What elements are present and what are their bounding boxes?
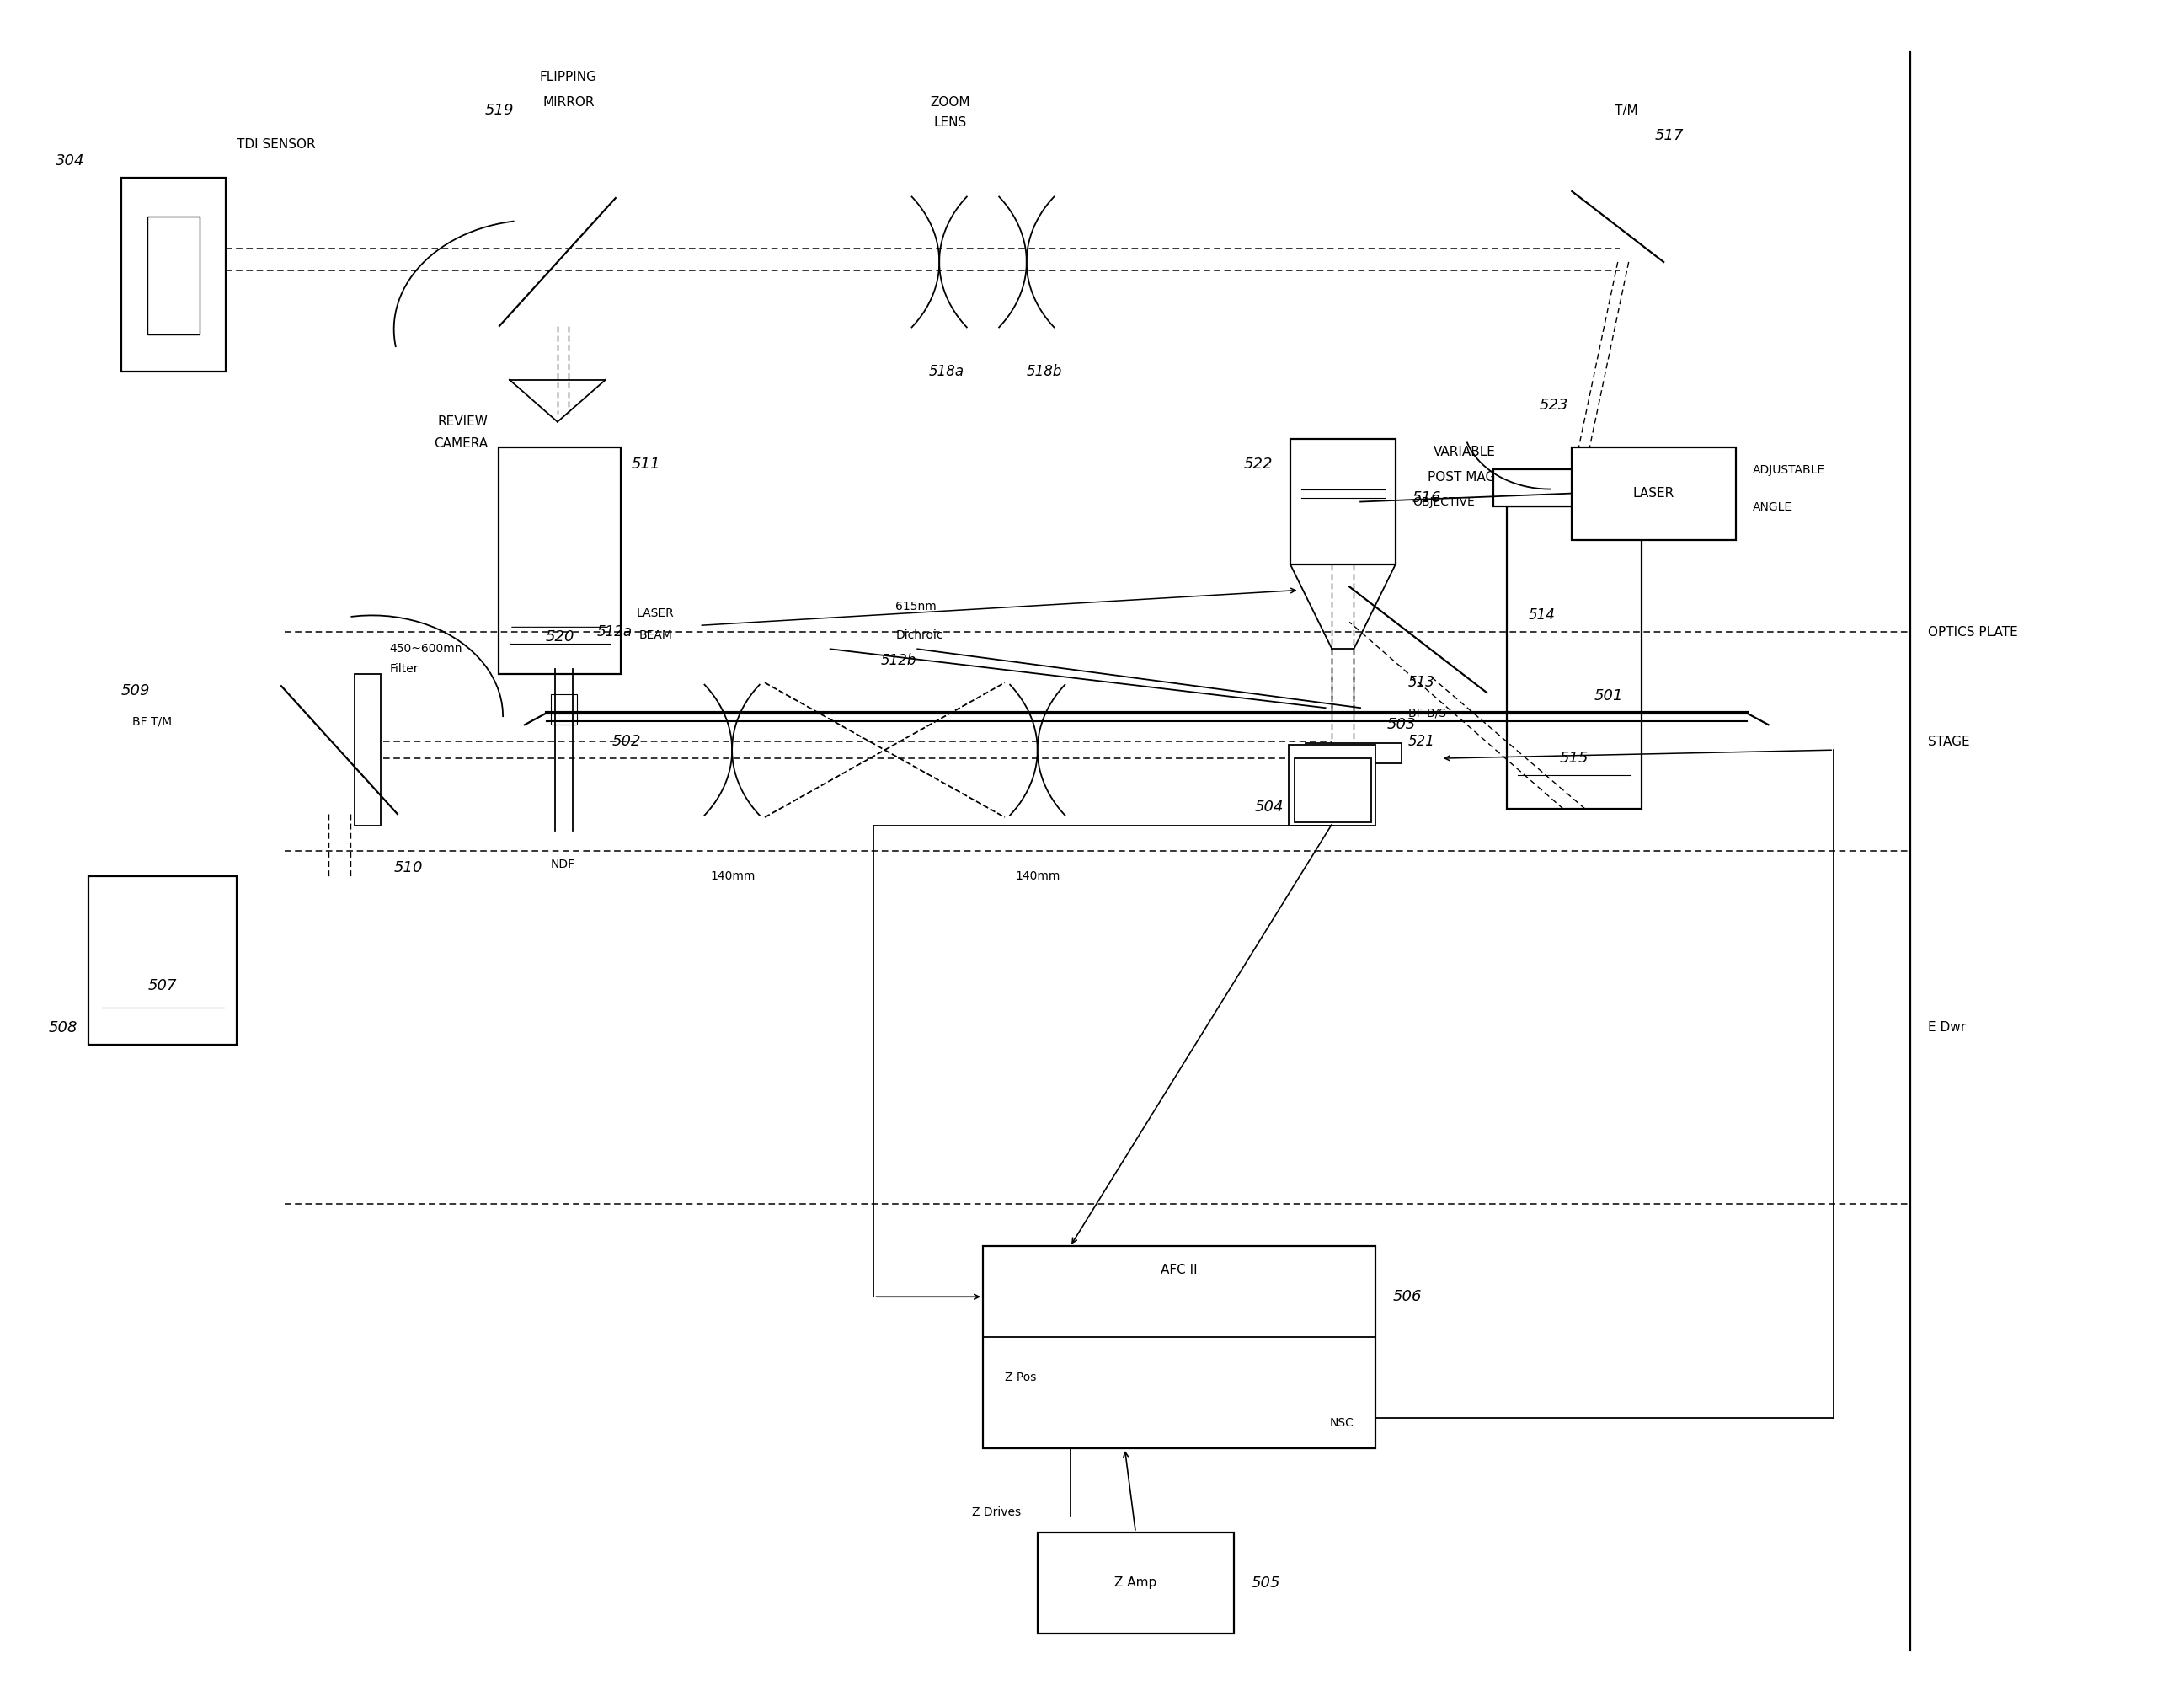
Text: 520: 520 (546, 630, 574, 645)
Text: E Dwr: E Dwr (1928, 1021, 1966, 1035)
Bar (1291, 438, 1396, 564)
Text: VARIABLE: VARIABLE (1433, 447, 1496, 458)
Text: 518b: 518b (1026, 364, 1061, 379)
Text: 518a: 518a (928, 364, 963, 379)
Bar (498, 447, 620, 674)
Text: ANGLE: ANGLE (1754, 502, 1793, 514)
Bar (354, 674, 380, 826)
Text: 512b: 512b (880, 654, 915, 669)
Text: Z Drives: Z Drives (972, 1506, 1020, 1518)
Text: 304: 304 (57, 153, 85, 168)
Text: Dichroic: Dichroic (895, 630, 943, 642)
Text: 512a: 512a (596, 625, 631, 640)
Text: NSC: NSC (1330, 1417, 1354, 1429)
Text: LASER: LASER (1634, 487, 1675, 500)
Text: 513: 513 (1409, 676, 1435, 691)
Bar (983, 1247, 1376, 1447)
Text: LENS: LENS (935, 116, 968, 128)
Text: 615nm: 615nm (895, 602, 937, 613)
Text: CAMERA: CAMERA (435, 438, 487, 450)
Bar (1572, 447, 1736, 539)
Text: 140mm: 140mm (1016, 869, 1061, 881)
Text: 507: 507 (149, 977, 177, 992)
Text: Filter: Filter (389, 664, 419, 676)
Text: STAGE: STAGE (1928, 735, 1970, 748)
Text: 514: 514 (1529, 608, 1555, 623)
Text: BF B/S: BF B/S (1409, 708, 1446, 719)
Text: 503: 503 (1387, 718, 1415, 733)
Text: 509: 509 (120, 684, 151, 699)
Text: LASER: LASER (638, 608, 675, 620)
Bar (1507, 506, 1642, 809)
Text: 523: 523 (1540, 398, 1568, 413)
Text: 517: 517 (1655, 128, 1684, 143)
Text: 501: 501 (1594, 689, 1623, 704)
Bar (87, 876, 236, 1045)
Bar (1295, 758, 1372, 822)
Text: ZOOM: ZOOM (930, 96, 970, 108)
Text: 506: 506 (1393, 1289, 1422, 1304)
Text: NDF: NDF (550, 858, 574, 869)
Text: TDI SENSOR: TDI SENSOR (236, 138, 317, 150)
Text: 519: 519 (485, 103, 513, 118)
Text: AFC II: AFC II (1162, 1264, 1197, 1276)
Text: ADJUSTABLE: ADJUSTABLE (1754, 465, 1826, 477)
Text: POST MAG: POST MAG (1428, 472, 1496, 484)
Text: Z Amp: Z Amp (1114, 1577, 1158, 1589)
Text: T/M: T/M (1614, 104, 1638, 116)
Text: 450~600mn: 450~600mn (389, 644, 463, 655)
Text: 521: 521 (1409, 735, 1435, 750)
Text: 515: 515 (1559, 752, 1588, 767)
Bar (1037, 1532, 1234, 1633)
Text: BEAM: BEAM (640, 630, 673, 642)
Bar (1306, 743, 1402, 763)
Text: REVIEW: REVIEW (437, 416, 487, 428)
Text: 516: 516 (1413, 490, 1441, 506)
Text: 510: 510 (393, 859, 424, 875)
Text: OBJECTIVE: OBJECTIVE (1413, 495, 1474, 507)
Text: 502: 502 (612, 735, 642, 750)
Text: 504: 504 (1256, 800, 1284, 816)
Text: OPTICS PLATE: OPTICS PLATE (1928, 625, 2018, 639)
Text: 511: 511 (631, 457, 662, 472)
Bar (550, 694, 577, 725)
Text: FLIPPING: FLIPPING (539, 71, 596, 83)
Bar (1289, 745, 1376, 826)
Text: BF T/M: BF T/M (131, 716, 173, 728)
Bar (1494, 468, 1655, 505)
Bar (146, 217, 199, 334)
Text: 140mm: 140mm (710, 869, 756, 881)
Bar (120, 179, 225, 371)
Text: Z Pos: Z Pos (1005, 1372, 1035, 1383)
Text: 505: 505 (1251, 1575, 1280, 1591)
Text: 508: 508 (48, 1019, 76, 1035)
Text: 522: 522 (1245, 457, 1273, 472)
Text: MIRROR: MIRROR (542, 96, 594, 108)
